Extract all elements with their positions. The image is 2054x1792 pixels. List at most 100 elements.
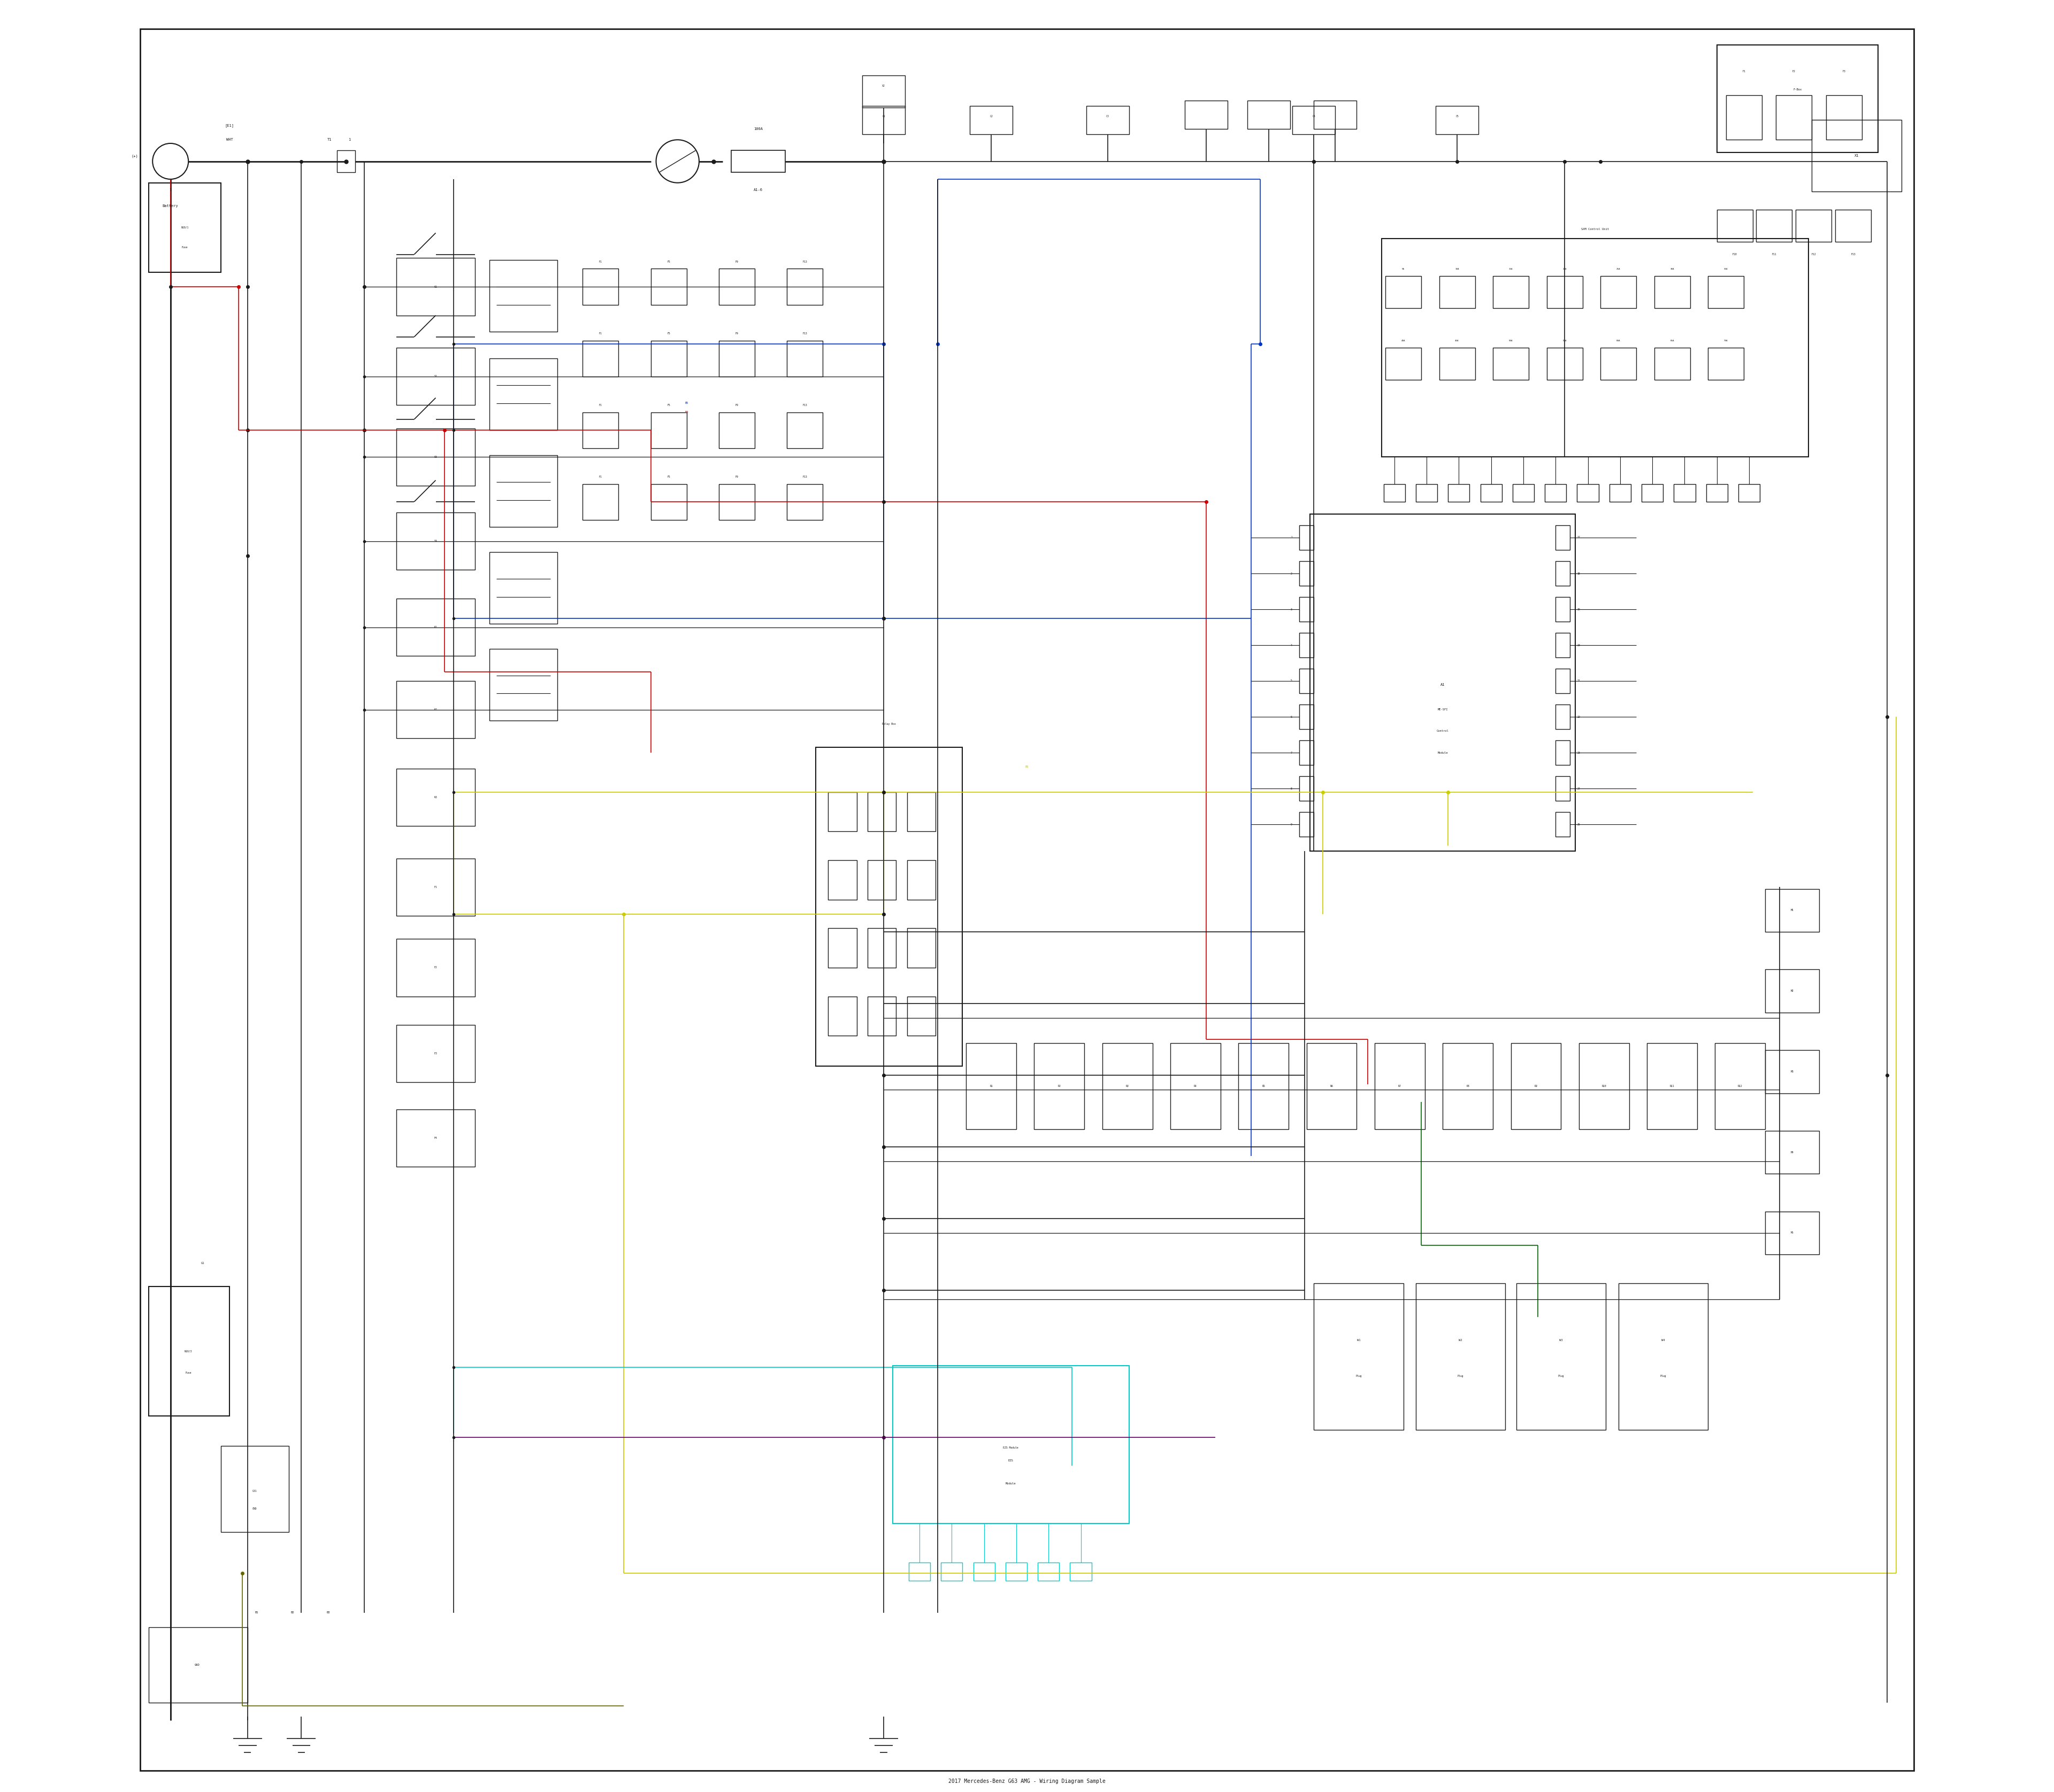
Bar: [1292, 106, 1335, 134]
Text: Plug: Plug: [1458, 1374, 1465, 1378]
Bar: [1674, 484, 1695, 502]
Bar: [651, 269, 686, 305]
Text: 65A: 65A: [1670, 339, 1674, 342]
Bar: [908, 928, 937, 968]
Text: K1: K1: [433, 625, 438, 629]
Text: 50A: 50A: [1510, 339, 1514, 342]
Bar: [1415, 1283, 1506, 1430]
Bar: [1709, 276, 1744, 308]
Bar: [583, 269, 618, 305]
Text: F10: F10: [1732, 253, 1738, 256]
Text: 1: 1: [168, 188, 173, 192]
Text: SAM Control Unit: SAM Control Unit: [1582, 228, 1608, 231]
Bar: [1512, 484, 1534, 502]
Text: 5A: 5A: [1403, 267, 1405, 271]
Text: M2: M2: [1791, 989, 1793, 993]
Text: F3: F3: [433, 1052, 438, 1055]
Bar: [1384, 484, 1405, 502]
Bar: [337, 151, 355, 172]
Text: 25: 25: [1577, 823, 1580, 826]
Bar: [396, 1109, 474, 1167]
Text: Module: Module: [1006, 1482, 1017, 1486]
Text: W2: W2: [1458, 1339, 1462, 1342]
Text: F13: F13: [803, 260, 807, 263]
Text: S2: S2: [433, 375, 438, 378]
Text: S1: S1: [433, 285, 438, 289]
Text: 70A: 70A: [1723, 339, 1727, 342]
Bar: [1070, 1563, 1091, 1581]
Bar: [1493, 276, 1528, 308]
Bar: [974, 1563, 994, 1581]
Bar: [719, 484, 754, 520]
Bar: [1547, 348, 1582, 380]
Bar: [1033, 1043, 1085, 1129]
Bar: [908, 792, 937, 831]
Text: EZS Module: EZS Module: [1002, 1446, 1019, 1450]
Text: W1: W1: [1358, 1339, 1360, 1342]
Bar: [1300, 668, 1315, 694]
Bar: [396, 348, 474, 405]
Text: WHT: WHT: [226, 138, 232, 142]
Text: S4: S4: [433, 539, 438, 543]
Text: F1: F1: [600, 260, 602, 263]
Text: A1: A1: [1440, 683, 1446, 686]
Bar: [1715, 1043, 1764, 1129]
Bar: [1384, 276, 1421, 308]
Text: R4: R4: [1193, 1084, 1197, 1088]
Bar: [1707, 484, 1727, 502]
Bar: [908, 996, 937, 1036]
Text: Battery: Battery: [162, 204, 179, 208]
Text: 20: 20: [1577, 643, 1580, 647]
Text: R1: R1: [990, 1084, 992, 1088]
Text: W3: W3: [1559, 1339, 1563, 1342]
Bar: [396, 258, 474, 315]
Text: F9: F9: [735, 332, 737, 335]
Bar: [1725, 95, 1762, 140]
Bar: [1717, 45, 1877, 152]
Text: Relay Box: Relay Box: [881, 722, 896, 726]
Bar: [1436, 106, 1479, 134]
Text: Fuse: Fuse: [185, 1371, 191, 1374]
Bar: [1717, 210, 1752, 242]
Text: F-Box: F-Box: [1793, 88, 1801, 91]
Bar: [1812, 120, 1902, 192]
Bar: [1834, 210, 1871, 242]
Bar: [1239, 1043, 1288, 1129]
Bar: [583, 412, 618, 448]
Bar: [1545, 484, 1567, 502]
Text: F2: F2: [433, 966, 438, 969]
Bar: [1555, 633, 1569, 658]
Text: F13: F13: [803, 475, 807, 478]
Text: R10: R10: [1602, 1084, 1606, 1088]
Text: B4: B4: [684, 410, 688, 414]
Bar: [787, 269, 824, 305]
Text: M3: M3: [1791, 1070, 1793, 1073]
Bar: [1738, 484, 1760, 502]
Bar: [1006, 1563, 1027, 1581]
Bar: [719, 269, 754, 305]
Bar: [1709, 348, 1744, 380]
Text: F1: F1: [600, 403, 602, 407]
Bar: [396, 428, 474, 486]
Text: F5: F5: [668, 403, 670, 407]
Bar: [1247, 100, 1290, 129]
Text: F2: F2: [1793, 70, 1795, 73]
Bar: [787, 340, 824, 376]
Text: F13: F13: [803, 332, 807, 335]
Text: F5: F5: [668, 260, 670, 263]
Bar: [1547, 276, 1582, 308]
Text: B2: B2: [290, 1611, 294, 1615]
Bar: [1300, 776, 1315, 801]
Bar: [1764, 1211, 1820, 1254]
Text: 40A: 40A: [1401, 339, 1405, 342]
Bar: [719, 340, 754, 376]
Text: Plug: Plug: [1557, 1374, 1563, 1378]
Text: [E1]: [E1]: [226, 124, 234, 127]
Bar: [787, 412, 824, 448]
Text: EZS: EZS: [1009, 1459, 1013, 1462]
Bar: [828, 860, 857, 900]
Bar: [1300, 704, 1315, 729]
Text: 45A: 45A: [1454, 339, 1458, 342]
Bar: [150, 1627, 249, 1702]
Bar: [867, 860, 896, 900]
